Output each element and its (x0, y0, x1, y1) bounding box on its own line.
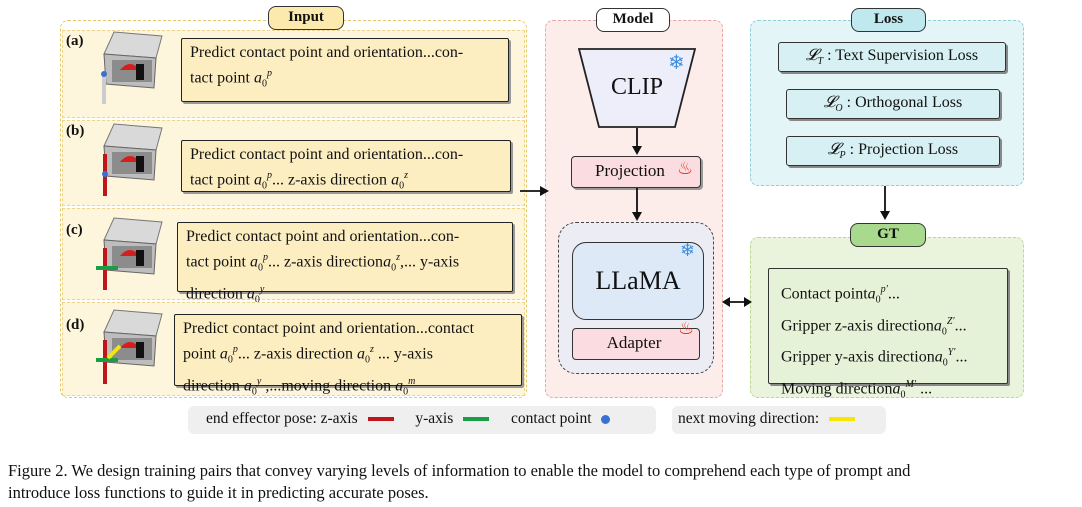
clip-encoder (578, 48, 696, 128)
prompt-d-text-b: ... z-axis direction (237, 345, 357, 363)
fire-icon: ♨ (678, 318, 695, 338)
prompt-b-line1: Predict contact point and orientation...… (190, 146, 464, 163)
gt-moving: Moving directiona0M′ ... (781, 378, 933, 401)
drawer-image-d (96, 309, 163, 384)
prompt-c-line2: tact point a0p... z-axis directiona0z,..… (186, 252, 460, 274)
drawer-image-c (96, 217, 163, 290)
contact-point-swatch (601, 414, 611, 424)
row-b-label: (b) (66, 123, 85, 139)
y-axis-swatch (463, 417, 490, 422)
arrow-clip-to-projection (632, 128, 642, 155)
prompt-b-text-a: tact point (190, 171, 254, 189)
loss-text-o: : Orthogonal Loss (846, 94, 963, 111)
gt-tag: GT (850, 223, 926, 247)
prompt-c-text-c: ,... y-axis (399, 253, 460, 271)
prompt-c: Predict contact point and orientation...… (177, 222, 513, 305)
moving-swatch (829, 417, 856, 422)
prompt-c-line3: direction a0y (186, 283, 265, 306)
row-d-label: (d) (66, 317, 85, 333)
prompt-b-text-b: ... z-axis direction (271, 171, 392, 189)
projection-box (571, 156, 701, 188)
caption-line2: introduce loss functions to guide it in … (8, 483, 429, 502)
loss-text-supervision: 𝓛T : Text Supervision Loss (778, 42, 1006, 72)
loss-sub-p: P (839, 150, 846, 162)
arrow-loss-to-gt (880, 186, 890, 220)
adapter-box (572, 328, 700, 360)
loss-text-p: : Projection Loss (849, 141, 959, 158)
caption-line1: Figure 2. We design training pairs that … (8, 461, 911, 480)
legend-ee-pose: end effector pose: z-axis (206, 410, 358, 427)
prompt-c-line1: Predict contact point and orientation...… (186, 228, 460, 245)
row-c-label: (c) (66, 222, 83, 238)
prompt-d-line2: point a0p... z-axis direction a0z ... y-… (183, 344, 433, 366)
drawer-image-b (102, 123, 163, 196)
gt-y-axis: Gripper y-axis directiona0Y′... (781, 347, 968, 369)
clip-label: CLIP (610, 74, 663, 100)
llama-box (572, 242, 704, 320)
prompt-b: Predict contact point and orientation...… (181, 140, 511, 192)
prompt-d-line1: Predict contact point and orientation...… (183, 320, 475, 337)
prompt-a-text: tact point (190, 69, 254, 87)
model-tag: Model (596, 8, 670, 32)
arrow-model-gt (722, 297, 752, 307)
projection-label: Projection (595, 161, 665, 180)
legend-main: end effector pose: z-axis y-axis contact… (188, 406, 656, 434)
prompt-a-line2: tact point a0p (190, 68, 272, 90)
snowflake-icon: ❄ (668, 52, 685, 74)
prompt-d-text-d: direction (183, 376, 244, 394)
arrow-projection-to-llama (632, 188, 642, 221)
legend-y-axis: y-axis (415, 410, 454, 427)
gt-line-4: Moving direction (781, 379, 893, 397)
loss-sub-o: O (835, 103, 843, 115)
loss-text-t: : Text Supervision Loss (827, 47, 979, 64)
gt-line-2: Gripper z-axis direction (781, 316, 934, 334)
snowflake-icon: ❄ (680, 240, 696, 260)
loss-sub-t: T (817, 56, 824, 68)
input-tag: Input (268, 6, 344, 30)
prompt-b-line2: tact point a0p... z-axis direction a0z (190, 170, 408, 192)
legend-contact-point: contact point (511, 410, 592, 427)
prompt-d-text-c: ... y-axis (373, 345, 433, 363)
legend-moving: next moving direction: (672, 406, 886, 434)
adapter-label: Adapter (606, 333, 662, 352)
loss-projection: 𝓛P : Projection Loss (786, 136, 1000, 166)
prompt-c-text-d: direction (186, 284, 247, 302)
arrow-input-to-model (520, 186, 549, 196)
loss-orthogonal: 𝓛O : Orthogonal Loss (786, 89, 1000, 119)
legend-next-moving: next moving direction: (678, 410, 820, 427)
llama-label: LLaMA (595, 266, 681, 295)
gt-box: Contact pointa0p′... Gripper z-axis dire… (768, 268, 1008, 400)
loss-tag: Loss (851, 8, 926, 32)
drawer-image-a (101, 31, 163, 104)
prompt-a-line1: Predict contact point and orientation...… (190, 44, 464, 61)
prompt-a: Predict contact point and orientation...… (181, 38, 509, 102)
gt-line-3: Gripper y-axis direction (781, 348, 935, 366)
z-axis-swatch (367, 417, 394, 422)
prompt-d-text-a: point (183, 345, 220, 363)
row-a-label: (a) (66, 33, 84, 49)
gt-line-1: Contact point (781, 285, 868, 303)
prompt-d: Predict contact point and orientation...… (174, 314, 522, 397)
prompt-d-line3: direction a0y ,...moving direction a0m (183, 375, 416, 398)
prompt-d-text-e: ,...moving direction (261, 376, 396, 394)
gt-contact-point: Contact pointa0p′... (781, 284, 900, 306)
prompt-c-text-b: ... z-axis direction (267, 253, 384, 271)
figure-caption: Figure 2. We design training pairs that … (8, 460, 1080, 504)
fire-icon: ♨ (677, 158, 694, 178)
gt-z-axis: Gripper z-axis directiona0Z′... (781, 315, 967, 338)
prompt-c-text-a: tact point (186, 253, 250, 271)
